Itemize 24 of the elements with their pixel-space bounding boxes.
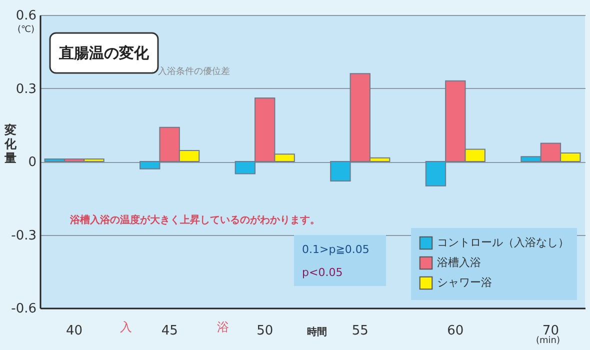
x-tick-label: 55 bbox=[352, 324, 368, 338]
legend-label: 浴槽入浴 bbox=[437, 256, 481, 269]
y-axis-title: 変化量 bbox=[4, 123, 18, 165]
text: (min) bbox=[536, 336, 560, 346]
annotation: p<0.05 bbox=[302, 266, 343, 279]
x-tick-label: 60 bbox=[447, 324, 464, 338]
text: (℃) bbox=[17, 25, 35, 35]
text: 直腸温の変化 bbox=[58, 44, 150, 62]
x-axis-title: 時間 bbox=[307, 326, 327, 338]
legend-label: シャワー浴 bbox=[437, 276, 492, 289]
text: 浴 bbox=[217, 320, 229, 334]
y-tick-label: 0.6 bbox=[16, 8, 36, 24]
y-tick-label: -0.3 bbox=[11, 228, 36, 244]
legend-label: コントロール（入浴なし） bbox=[437, 236, 569, 249]
annotation: 0.1>p≧0.05 bbox=[302, 243, 370, 256]
x-tick-label: 40 bbox=[66, 324, 83, 338]
text: 入 bbox=[120, 320, 132, 334]
x-tick-label: 45 bbox=[161, 324, 178, 338]
y-tick-label: 0 bbox=[28, 155, 36, 170]
annotation: 浴槽入浴の温度が大きく上昇しているのがわかります。 bbox=[69, 214, 320, 226]
x-tick-label: 50 bbox=[256, 324, 274, 338]
y-tick-label: -0.6 bbox=[11, 302, 36, 316]
annotation: 入浴条件の優位差 bbox=[158, 66, 230, 77]
y-tick-label: 0.3 bbox=[16, 82, 36, 97]
